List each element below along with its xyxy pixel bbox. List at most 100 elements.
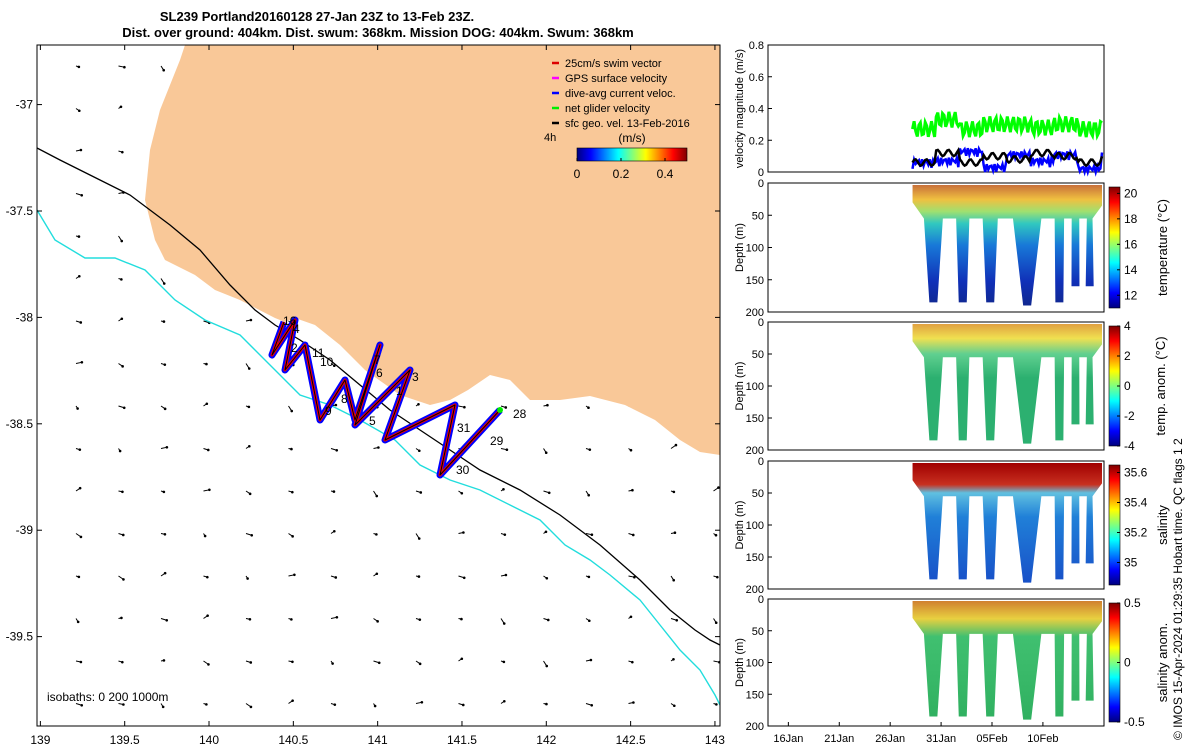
map-y-tick-label: -37 [16,98,34,112]
velocity-y-tick-label: 0.8 [749,40,764,52]
current-arrow [118,235,124,243]
waypoint-label: 8 [341,392,348,406]
current-arrow [373,572,379,577]
current-arrow [458,490,464,495]
legend-label: net glider velocity [565,103,650,115]
current-arrow [415,618,422,621]
current-arrow [288,490,294,494]
depth-y-label: Depth (m) [734,638,746,687]
current-arrow [118,660,124,664]
map-x-tick-label: 139 [30,733,50,747]
current-arrow [756,406,760,409]
current-arrow [458,617,463,621]
colorbar-tick-label: -2 [1124,409,1135,423]
map-y-tick-label: -37.5 [6,204,34,218]
current-arrow [330,529,336,534]
isobath-200m [37,147,720,646]
section-data [912,324,1102,444]
current-arrow [245,444,251,449]
current-arrow [500,573,508,577]
colorbar-time-label: 4h [544,132,556,144]
velocity-y-tick-label: 0 [758,167,764,179]
map-legend: 25cm/s swim vector GPS surface velocity di… [544,58,690,181]
current-arrow [75,618,80,624]
map-x-tick-label: 140 [199,733,219,747]
map-colorbar [576,147,688,162]
track-end-marker [497,407,503,413]
current-arrow [756,534,763,537]
current-arrow [585,658,593,662]
velocity-y-tick-label: 0.6 [749,72,764,84]
current-arrow [75,405,79,410]
legend-label: GPS surface velocity [565,73,668,85]
depth-panel-1: 0 50 100 150 200 Depth (m) 12 14 16 18 20 temperatu… [734,178,1170,319]
map-x-tick-label: 143 [705,733,725,747]
current-arrow [245,703,253,709]
title-line-1: SL239 Portland20160128 27-Jan 23Z to 13-… [160,9,474,24]
current-arrow [75,320,83,324]
current-arrow [330,616,339,619]
current-arrow [118,703,125,706]
current-arrow [203,703,208,706]
colorbar-tick-label: 16 [1124,237,1138,251]
map-x-tick-label: 142.5 [616,733,646,747]
side-note: © IMOS 15-Apr-2024 01:29:35 Hobart time.… [1171,438,1185,740]
colorbar-label: salinity [1155,505,1170,545]
current-arrow [713,703,718,706]
waypoint-label: 29 [490,434,504,448]
waypoint-label: 30 [456,463,470,477]
current-arrow [713,533,718,537]
salinity-colorbar [1108,464,1121,586]
current-arrow [756,364,762,369]
current-arrow [543,490,551,495]
current-arrow [75,274,81,279]
date-tick-label: 31Jan [926,733,956,745]
current-arrow [585,405,590,409]
velocity-series-line [911,146,1104,168]
map-x-tick-label: 140.5 [278,733,308,747]
colorbar-tick-label: 0 [574,167,581,181]
date-tick-label: 05Feb [976,733,1007,745]
waypoint-label: 28 [513,407,527,421]
current-arrow [203,488,211,492]
current-arrow [585,533,594,536]
current-arrow [245,575,249,580]
current-arrow [628,575,636,579]
legend-item: 25cm/s swim vector [552,58,662,70]
depth-y-tick-label: 150 [746,275,764,287]
current-arrow [713,486,720,492]
colorbar-tick-label: 0 [1124,656,1131,670]
current-arrow [500,533,507,536]
current-arrow [756,703,763,706]
current-arrow [415,490,423,494]
current-arrow [160,659,166,662]
current-arrow [713,618,718,625]
current-arrow [75,235,81,238]
current-arrow [330,575,338,579]
current-arrow [288,447,293,451]
map-y-tick-label: -38 [16,310,34,324]
current-arrow [288,660,294,664]
current-arrow [670,658,675,662]
waypoint-label: 1 [396,384,403,398]
current-arrow [415,448,421,453]
current-arrow [330,703,337,706]
current-arrow [543,448,548,455]
current-arrow [415,660,422,666]
depth-y-tick-label: 200 [746,584,764,596]
date-tick-label: 16Jan [773,733,803,745]
colorbar-label: temp. anom. (°C) [1153,336,1168,435]
current-arrow [203,402,209,407]
current-arrow [713,575,719,579]
current-arrow [160,65,166,72]
waypoint-label: 10 [320,355,334,369]
waypoint-label: 9 [325,404,332,418]
current-arrow [500,660,506,664]
current-arrow [415,533,421,540]
current-arrow [245,363,251,370]
current-arrow [160,703,165,709]
current-arrow [118,405,126,410]
current-arrow [543,530,548,534]
current-arrow [160,490,166,494]
